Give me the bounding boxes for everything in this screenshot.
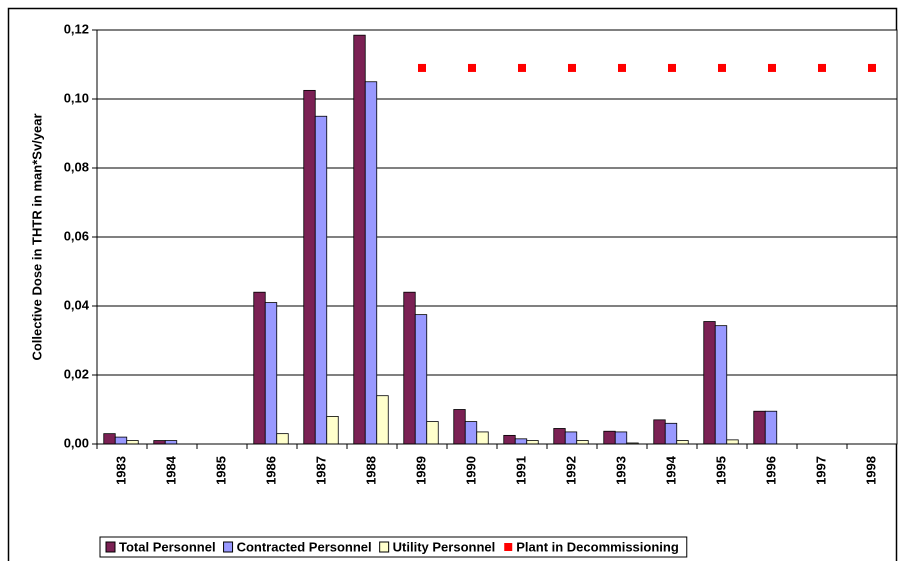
y-tick-label: 0,10 bbox=[64, 90, 89, 105]
y-tick-label: 0,02 bbox=[64, 366, 89, 381]
legend-label: Total Personnel bbox=[119, 539, 216, 554]
x-tick-label: 1986 bbox=[263, 456, 278, 485]
bar bbox=[564, 431, 578, 445]
x-tick-label: 1990 bbox=[463, 456, 478, 485]
legend-swatch bbox=[223, 541, 234, 553]
marker bbox=[518, 63, 526, 72]
bar bbox=[103, 433, 116, 445]
bar bbox=[576, 440, 589, 445]
marker bbox=[418, 63, 426, 72]
y-tick-label: 0,06 bbox=[64, 228, 89, 243]
bar bbox=[514, 438, 528, 445]
marker bbox=[618, 63, 626, 72]
x-tick-label: 1991 bbox=[513, 456, 528, 485]
bar bbox=[526, 440, 539, 445]
marker bbox=[868, 63, 876, 72]
bar bbox=[614, 431, 628, 445]
bar bbox=[326, 415, 339, 445]
x-tick-label: 1985 bbox=[213, 456, 228, 485]
bar bbox=[376, 395, 389, 445]
bar bbox=[414, 314, 428, 445]
bar bbox=[126, 440, 139, 445]
bar bbox=[303, 89, 316, 445]
bar bbox=[703, 321, 716, 445]
x-tick-label: 1998 bbox=[863, 456, 878, 485]
bar bbox=[276, 433, 289, 445]
bar bbox=[753, 410, 766, 445]
y-tick-label: 0,04 bbox=[64, 297, 90, 312]
x-tick-label: 1984 bbox=[163, 455, 178, 485]
bar bbox=[503, 434, 516, 445]
bar bbox=[253, 291, 266, 445]
legend-label: Utility Personnel bbox=[393, 539, 496, 554]
bar bbox=[453, 409, 466, 445]
x-tick-label: 1993 bbox=[613, 456, 628, 485]
marker bbox=[668, 63, 676, 72]
bar bbox=[714, 325, 728, 445]
x-tick-label: 1995 bbox=[713, 456, 728, 485]
bar bbox=[353, 34, 366, 445]
bar bbox=[676, 440, 689, 445]
x-tick-label: 1988 bbox=[363, 456, 378, 485]
x-tick-label: 1997 bbox=[813, 456, 828, 485]
marker bbox=[818, 63, 826, 72]
bar bbox=[364, 81, 378, 445]
bar bbox=[264, 302, 278, 445]
legend-swatch bbox=[504, 543, 513, 551]
bar bbox=[153, 440, 166, 445]
bar bbox=[476, 431, 489, 445]
x-tick-label: 1994 bbox=[663, 455, 678, 485]
x-tick-label: 1996 bbox=[763, 456, 778, 485]
legend bbox=[99, 536, 688, 558]
bar bbox=[403, 291, 416, 445]
marker bbox=[568, 63, 576, 72]
bar bbox=[114, 436, 128, 445]
marker bbox=[768, 63, 776, 72]
marker bbox=[468, 63, 476, 72]
bar bbox=[764, 410, 778, 445]
bar bbox=[426, 421, 439, 445]
y-tick-label: 0,00 bbox=[64, 435, 89, 450]
legend-swatch bbox=[105, 541, 116, 553]
x-tick-label: 1992 bbox=[563, 456, 578, 485]
bar bbox=[553, 428, 566, 445]
bar bbox=[726, 439, 739, 445]
legend-label: Contracted Personnel bbox=[237, 539, 372, 554]
x-tick-label: 1983 bbox=[113, 456, 128, 485]
bar bbox=[164, 440, 178, 445]
bar bbox=[603, 430, 616, 445]
legend-label: Plant in Decommissioning bbox=[516, 539, 679, 554]
y-tick-label: 0,12 bbox=[64, 21, 89, 36]
x-tick-label: 1989 bbox=[413, 456, 428, 485]
bar bbox=[664, 422, 678, 445]
marker bbox=[718, 63, 726, 72]
bar bbox=[653, 419, 666, 445]
bar bbox=[464, 421, 478, 445]
y-axis-title: Collective Dose in THTR in man*Sv/year bbox=[29, 113, 44, 360]
x-tick-label: 1987 bbox=[313, 456, 328, 485]
legend-swatch bbox=[379, 541, 390, 553]
y-tick-label: 0,08 bbox=[64, 159, 89, 174]
bar bbox=[314, 115, 328, 445]
